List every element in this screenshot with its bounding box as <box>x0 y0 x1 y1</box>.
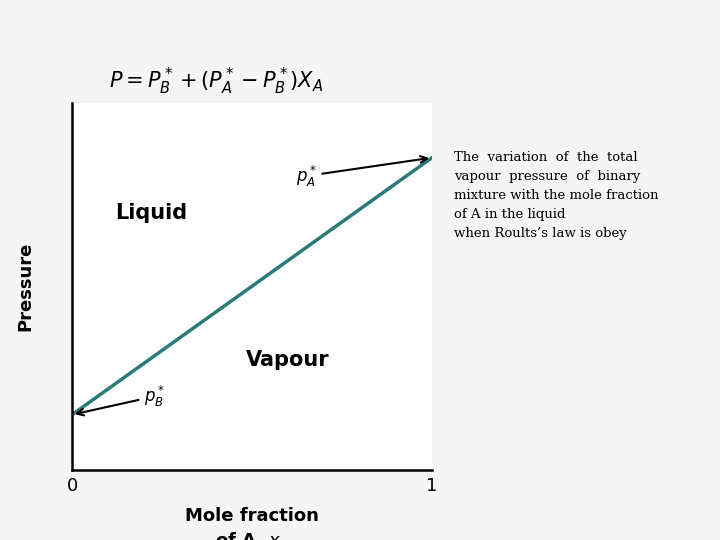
Text: $p_B^*$: $p_B^*$ <box>77 384 165 415</box>
Text: Pressure: Pressure <box>16 241 35 331</box>
Text: $p_A^*$: $p_A^*$ <box>296 156 427 188</box>
Text: $P = P_B^* + (P_A^* - P_B^*)X_A$: $P = P_B^* + (P_A^* - P_B^*)X_A$ <box>109 65 323 97</box>
Text: of A, $x_A$: of A, $x_A$ <box>215 530 289 540</box>
Text: Liquid: Liquid <box>115 202 187 223</box>
Text: Mole fraction: Mole fraction <box>185 507 319 524</box>
Text: Vapour: Vapour <box>246 349 330 370</box>
Text: The  variation  of  the  total
vapour  pressure  of  binary
mixture with the mol: The variation of the total vapour pressu… <box>454 151 658 240</box>
